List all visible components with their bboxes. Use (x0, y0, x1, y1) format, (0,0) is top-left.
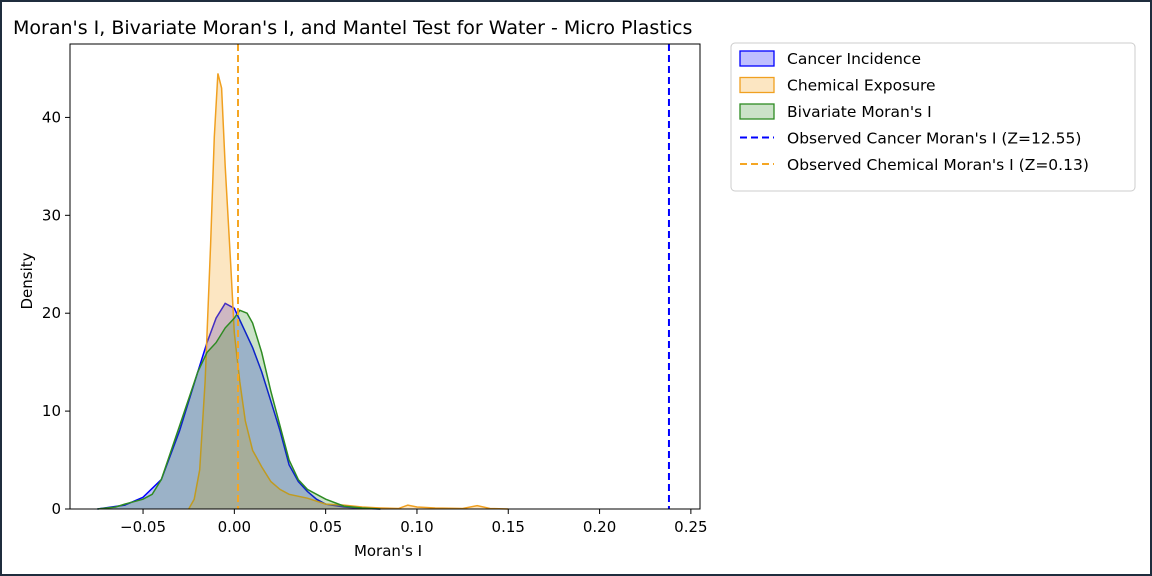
legend-swatch-1 (739, 76, 775, 94)
x-axis-ticks: −0.05 0.00 0.05 0.10 0.15 0.20 0.25 (120, 509, 708, 536)
legend-label-2: Bivariate Moran's I (787, 103, 932, 121)
density-areas (97, 73, 509, 510)
series-area-1 (188, 73, 509, 510)
x-tick-label: 0.15 (492, 518, 525, 536)
legend: Cancer Incidence Chemical Exposure Bivaria… (730, 42, 1136, 192)
legend-swatch-2 (739, 103, 775, 120)
x-tick-label: 0.10 (400, 518, 433, 536)
y-axis-ticks: 0 10 20 30 40 (42, 108, 70, 518)
legend-box (730, 42, 1136, 192)
plot-area-border (69, 43, 701, 510)
x-axis-label: Moran's I (354, 542, 422, 560)
legend-swatch-0 (739, 50, 775, 67)
series-area-0 (97, 303, 381, 509)
chart-title: Moran's I, Bivariate Moran's I, and Mant… (13, 17, 692, 39)
x-tick-label: 0.00 (218, 518, 251, 536)
x-tick-label: −0.05 (120, 518, 166, 536)
y-tick-label: 30 (42, 206, 61, 224)
series-line-2 (97, 309, 381, 510)
series-line-1 (188, 73, 509, 510)
legend-label-0: Cancer Incidence (787, 50, 921, 68)
legend-ref-label-0: Observed Cancer Moran's I (Z=12.55) (787, 130, 1081, 148)
x-tick-label: 0.25 (674, 518, 707, 536)
y-axis-label: Density (18, 252, 36, 309)
x-tick-label: 0.20 (583, 518, 616, 536)
y-tick-label: 40 (42, 108, 61, 126)
y-tick-label: 10 (42, 402, 61, 420)
y-tick-label: 0 (51, 500, 61, 518)
reference-lines (237, 44, 670, 509)
x-tick-label: 0.05 (309, 518, 342, 536)
legend-ref-label-1: Observed Chemical Moran's I (Z=0.13) (787, 156, 1089, 174)
y-tick-label: 20 (42, 304, 61, 322)
legend-label-1: Chemical Exposure (787, 77, 936, 95)
series-line-0 (97, 302, 381, 510)
